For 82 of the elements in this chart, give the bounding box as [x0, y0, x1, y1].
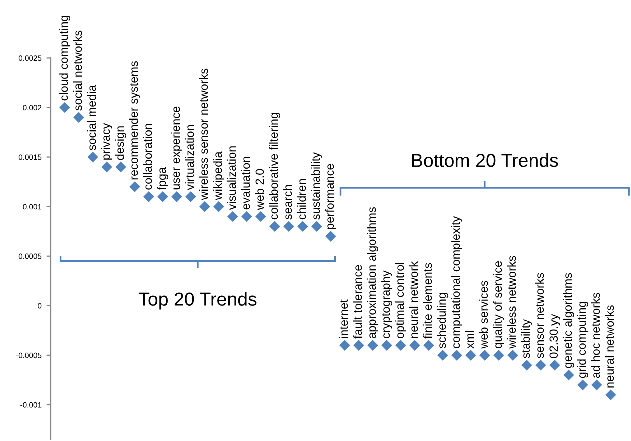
point: [326, 231, 336, 242]
x-tick-label: design: [115, 126, 126, 160]
point: [424, 340, 434, 351]
x-tick-label: wireless networks: [507, 256, 516, 349]
point: [368, 340, 378, 351]
point: [130, 182, 140, 192]
point: [564, 370, 574, 380]
x-tick-label: quality of service: [493, 261, 504, 348]
point: [284, 222, 294, 232]
point: [144, 192, 154, 202]
point: [354, 340, 364, 351]
point: [494, 350, 504, 361]
point: [242, 212, 252, 222]
x-tick-label: performance: [325, 164, 336, 230]
point: [550, 360, 560, 370]
point: [466, 350, 476, 361]
x-tick-label: children: [297, 180, 306, 220]
point: [592, 380, 602, 390]
x-tick-label: grid computing: [577, 302, 588, 378]
x-tick-label: sensor networks: [535, 273, 544, 358]
x-tick-label: cloud computing: [59, 16, 70, 101]
point: [508, 350, 518, 361]
x-tick-label: genetic algorithms: [563, 273, 574, 368]
x-tick-label: user experience: [171, 106, 182, 190]
x-tick-label: virtualization: [185, 126, 194, 190]
x-tick-label: 02.30.yy: [550, 314, 560, 358]
point: [270, 222, 280, 232]
point: [452, 350, 462, 361]
point: [214, 202, 224, 212]
point: [172, 192, 182, 202]
x-tick-label: wikipedia: [213, 152, 224, 200]
point: [186, 192, 196, 202]
x-tick-label: cryptography: [381, 270, 392, 338]
point: [522, 360, 532, 370]
x-tick-label: social media: [87, 85, 96, 150]
x-tick-label: search: [283, 185, 292, 220]
x-tick-label: scheduling: [437, 293, 448, 349]
x-tick-label: xml: [465, 331, 474, 349]
x-tick-label: fpga: [157, 167, 168, 190]
annotation: Bottom 20 Trends: [412, 154, 558, 168]
x-tick-label: visualization: [227, 146, 236, 210]
point: [536, 360, 546, 370]
x-tick-label: sustainability: [311, 152, 322, 220]
x-tick-label: recommender systems: [129, 61, 140, 180]
point: [606, 390, 616, 400]
point: [60, 102, 70, 113]
x-tick-label: collaboration: [143, 124, 152, 190]
point: [116, 162, 126, 172]
x-tick-label: computational complexity: [451, 216, 462, 348]
point: [340, 340, 350, 351]
point: [228, 212, 238, 222]
x-tick-label: wireless sensor networks: [199, 68, 208, 200]
point: [298, 222, 308, 232]
point: [158, 192, 168, 202]
point: [200, 202, 210, 212]
x-tick-label: finite elements: [423, 263, 432, 339]
x-tick-label: ad hoc networks: [591, 293, 600, 378]
point: [578, 380, 588, 390]
x-tick-label: neural networks: [605, 306, 614, 388]
point: [480, 350, 490, 361]
point: [396, 340, 406, 351]
x-tick-label: web services: [479, 281, 488, 349]
point: [382, 340, 392, 351]
x-tick-label: stability: [521, 319, 532, 358]
x-tick-label: internet: [339, 300, 348, 338]
point: [74, 112, 84, 123]
x-tick-label: neural network: [409, 262, 418, 338]
point: [256, 212, 266, 222]
point: [438, 350, 448, 361]
x-tick-label: evaluation: [241, 157, 250, 210]
x-tick-label: optimal control: [395, 263, 406, 338]
point: [88, 152, 98, 162]
x-tick-label: social networks: [73, 30, 82, 111]
point: [312, 222, 322, 232]
x-tick-label: web 2.0: [255, 169, 264, 210]
annotation: Top 20 Trends: [138, 292, 257, 310]
x-tick-label: fault tolerance: [353, 265, 362, 339]
x-tick-label: privacy: [101, 123, 112, 160]
point: [102, 162, 112, 172]
point: [410, 340, 420, 351]
x-tick-label: collaborative filtering: [269, 113, 280, 220]
x-tick-label: approximation algorithms: [367, 208, 378, 338]
